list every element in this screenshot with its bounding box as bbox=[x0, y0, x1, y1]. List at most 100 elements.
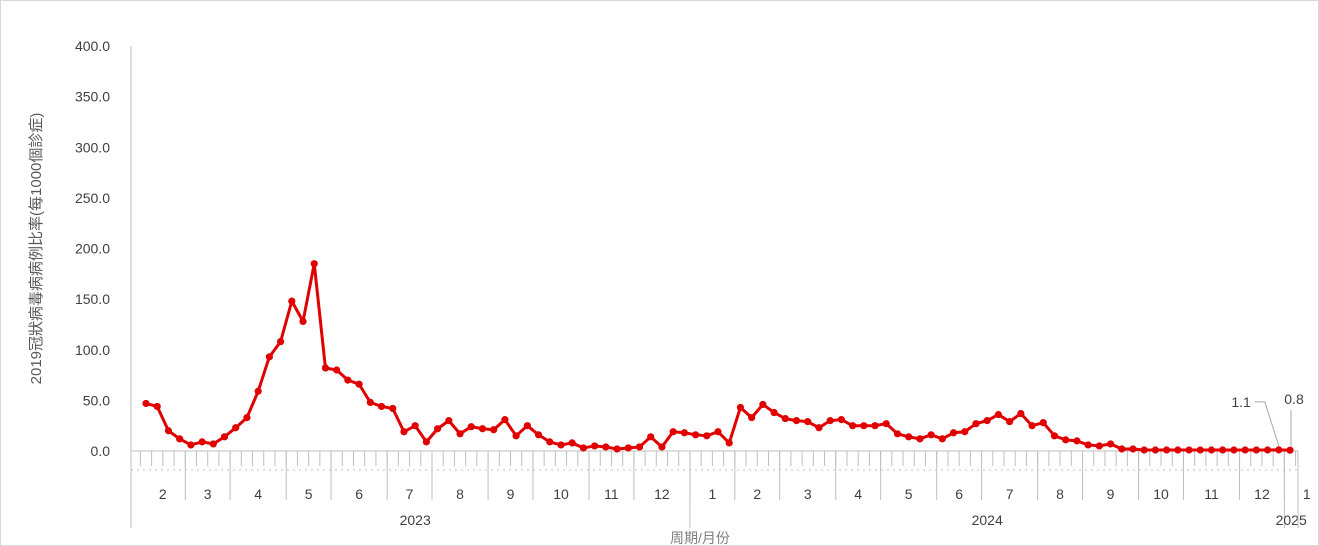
data-point bbox=[591, 442, 599, 450]
data-point bbox=[198, 438, 206, 446]
data-point bbox=[994, 410, 1002, 419]
data-point bbox=[736, 403, 745, 412]
data-point bbox=[1118, 445, 1126, 453]
data-point bbox=[1230, 446, 1238, 454]
data-point bbox=[1006, 418, 1014, 426]
month-label: 10 bbox=[553, 486, 569, 502]
data-point bbox=[333, 366, 341, 374]
data-point bbox=[647, 433, 655, 441]
data-point bbox=[658, 443, 666, 451]
data-point bbox=[523, 422, 531, 430]
data-point bbox=[748, 413, 756, 422]
data-point bbox=[1207, 446, 1216, 454]
data-point bbox=[613, 445, 621, 453]
data-point bbox=[848, 422, 857, 430]
data-point bbox=[1062, 436, 1070, 444]
annotations-group: 1.1 0.8 bbox=[1231, 391, 1304, 447]
data-point bbox=[355, 380, 363, 388]
y-axis-title: 2019冠狀病毒病病例比率(每1000個診症) bbox=[28, 113, 45, 385]
x-axis-title: 周期/月份 bbox=[670, 530, 730, 546]
data-point bbox=[1140, 446, 1148, 454]
data-point bbox=[220, 433, 229, 441]
data-point bbox=[714, 428, 722, 436]
month-label: 8 bbox=[456, 486, 464, 502]
data-point bbox=[1252, 446, 1260, 454]
month-label: 11 bbox=[1204, 486, 1219, 502]
month-label: 9 bbox=[507, 486, 515, 502]
y-tick-label: 300.0 bbox=[75, 139, 110, 155]
data-point bbox=[680, 429, 688, 437]
data-point bbox=[1185, 446, 1193, 454]
data-point bbox=[467, 423, 475, 431]
data-point bbox=[624, 444, 632, 452]
month-label: 8 bbox=[1056, 486, 1064, 502]
year-label: 2023 bbox=[400, 512, 431, 528]
data-point bbox=[893, 430, 902, 438]
data-point bbox=[534, 431, 543, 439]
month-label: 2 bbox=[159, 486, 167, 502]
data-point bbox=[804, 418, 812, 426]
data-point bbox=[389, 404, 397, 413]
data-point bbox=[871, 422, 879, 430]
data-point bbox=[815, 424, 823, 432]
data-point bbox=[1039, 419, 1047, 427]
data-point bbox=[422, 438, 430, 446]
data-point bbox=[434, 425, 442, 433]
month-label: 6 bbox=[955, 486, 963, 502]
data-point bbox=[669, 428, 677, 436]
month-label: 3 bbox=[804, 486, 812, 502]
data-point bbox=[703, 432, 711, 440]
data-point bbox=[927, 431, 935, 439]
data-point bbox=[176, 435, 184, 443]
y-axis-ticks: 0.0 50.0 100.0 150.0 200.0 250.0 300.0 350.0 400… bbox=[75, 38, 110, 459]
y-tick-label: 50.0 bbox=[83, 392, 110, 408]
month-label: 12 bbox=[654, 486, 670, 502]
data-point bbox=[1219, 446, 1227, 454]
data-point bbox=[411, 422, 419, 430]
data-point bbox=[1196, 446, 1204, 454]
month-label: 5 bbox=[305, 486, 313, 502]
data-point bbox=[164, 427, 173, 435]
data-point bbox=[1275, 446, 1283, 454]
data-point bbox=[770, 408, 778, 417]
year-label: 2024 bbox=[972, 512, 1003, 528]
y-tick-label: 100.0 bbox=[75, 342, 110, 358]
data-point bbox=[501, 416, 509, 424]
data-point bbox=[321, 364, 330, 372]
data-point bbox=[972, 420, 980, 428]
y-tick-label: 250.0 bbox=[75, 190, 110, 206]
data-point bbox=[310, 260, 318, 268]
data-point bbox=[725, 439, 733, 447]
data-point bbox=[187, 441, 195, 449]
data-point bbox=[579, 444, 588, 452]
data-point bbox=[792, 417, 801, 425]
data-point bbox=[781, 415, 789, 423]
data-point bbox=[478, 425, 487, 433]
data-point bbox=[299, 317, 307, 325]
data-point bbox=[557, 441, 565, 449]
data-point bbox=[1263, 446, 1272, 454]
data-point bbox=[1151, 446, 1160, 454]
y-tick-label: 350.0 bbox=[75, 89, 110, 105]
data-point bbox=[276, 338, 285, 346]
data-point bbox=[691, 431, 700, 439]
data-point bbox=[142, 399, 150, 408]
data-point bbox=[1084, 441, 1092, 449]
data-point bbox=[209, 440, 217, 448]
data-point bbox=[344, 376, 352, 384]
data-point bbox=[1106, 440, 1115, 448]
month-label: 5 bbox=[905, 486, 913, 502]
data-point bbox=[1073, 437, 1081, 445]
month-label: 10 bbox=[1153, 486, 1169, 502]
month-label: 6 bbox=[355, 486, 363, 502]
series-line bbox=[145, 262, 1291, 452]
data-point bbox=[288, 297, 296, 305]
data-point bbox=[243, 413, 251, 422]
month-label: 4 bbox=[854, 486, 862, 502]
data-point bbox=[366, 398, 374, 406]
data-point bbox=[1050, 432, 1059, 440]
data-point bbox=[882, 420, 890, 428]
data-point bbox=[905, 433, 913, 441]
y-tick-label: 200.0 bbox=[75, 241, 110, 257]
